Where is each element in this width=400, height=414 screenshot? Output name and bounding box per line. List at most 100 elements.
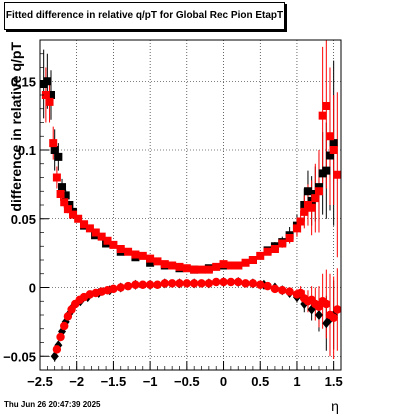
y-tick-label: 0 <box>29 281 36 296</box>
data-point-square <box>49 139 58 148</box>
data-point-square <box>329 139 338 148</box>
data-point-square <box>197 265 206 274</box>
data-point-circle <box>116 283 125 292</box>
y-tick-label: 0.1 <box>18 143 36 158</box>
y-tick-label: 0.05 <box>11 212 36 227</box>
data-point-square <box>103 236 112 245</box>
data-point-circle <box>182 279 192 288</box>
data-point-square <box>61 191 70 200</box>
data-point-square <box>131 250 140 259</box>
data-point-circle <box>160 279 170 288</box>
data-point-circle <box>248 279 258 288</box>
data-point-circle <box>241 279 250 288</box>
data-point-circle <box>153 280 162 289</box>
data-point-square <box>69 210 78 219</box>
data-point-circle <box>204 279 214 288</box>
data-point-square <box>322 166 331 175</box>
data-point-square <box>138 251 147 260</box>
data-point-circle <box>52 345 62 354</box>
data-point-circle <box>167 279 177 288</box>
data-point-square <box>303 187 312 196</box>
data-point-square <box>241 258 250 267</box>
x-tick-label: −1 <box>143 374 158 389</box>
x-axis-label: η <box>331 398 339 414</box>
data-point-square <box>292 224 301 233</box>
grid-lines <box>39 40 341 370</box>
x-tick-label: −1.5 <box>101 374 127 389</box>
data-point-square <box>322 102 331 110</box>
data-point-circle <box>145 280 155 289</box>
x-tick-label: 0 <box>220 374 227 389</box>
data-point-square <box>109 240 118 249</box>
data-point-circle <box>189 279 199 288</box>
data-point-circle <box>263 281 272 291</box>
x-tick-label: −2.5 <box>27 374 53 389</box>
data-point-square <box>56 190 65 198</box>
x-tick-label: −2 <box>69 374 84 389</box>
data-point-square <box>45 97 54 106</box>
data-point-square <box>160 260 169 269</box>
data-point-square <box>226 261 235 270</box>
data-point-square <box>256 251 265 260</box>
data-point-square <box>182 264 191 273</box>
data-point-square <box>212 262 221 271</box>
axes: −2.5 −2 −1.5 −1 −0.5 0 0.5 1 1.5 −0.05 0 0.05 0.1 0.1… <box>3 39 343 389</box>
data-point-square <box>153 257 162 266</box>
error-bars <box>43 40 338 362</box>
data-point-circle <box>256 280 265 289</box>
chart-title: Fitted difference in relative q/pT for G… <box>4 2 285 30</box>
data-point-circle <box>270 284 280 294</box>
data-point-circle <box>285 287 294 296</box>
data-point-square <box>54 152 63 161</box>
x-tick-label: 0.5 <box>251 374 269 389</box>
data-point-square <box>325 151 334 160</box>
data-point-square <box>190 265 199 274</box>
data-point-circle <box>109 284 118 294</box>
data-point-square <box>146 258 155 267</box>
data-point-circle <box>322 299 331 309</box>
data-point-square <box>65 201 74 209</box>
data-point-circle <box>278 286 287 295</box>
timestamp-label: Thu Jun 26 20:47:39 2025 <box>4 400 101 409</box>
data-point-square <box>204 265 213 274</box>
data-point-square <box>116 245 125 253</box>
data-point-circle <box>226 277 236 287</box>
data-point-square <box>219 260 228 269</box>
data-point-circle <box>333 305 342 314</box>
data-point-circle <box>329 313 338 322</box>
data-point-square <box>234 261 243 270</box>
data-point-circle <box>175 279 184 288</box>
plot-frame <box>39 39 342 371</box>
data-point-square <box>91 228 100 237</box>
y-tick-label: 0.15 <box>11 74 36 89</box>
data-point-square <box>146 254 155 263</box>
data-point-square <box>60 198 69 207</box>
data-point-square <box>58 183 67 192</box>
data-point-square <box>300 207 309 216</box>
data-point-circle <box>123 281 133 291</box>
data-point-square <box>307 203 316 212</box>
data-point-square <box>97 232 106 241</box>
data-point-diamond <box>50 351 59 362</box>
data-point-square <box>278 239 287 248</box>
data-point-square <box>63 205 72 214</box>
data-point-square <box>85 224 94 233</box>
data-markers <box>39 77 342 362</box>
data-point-circle <box>63 312 73 321</box>
y-tick-label: −0.05 <box>3 349 36 364</box>
data-point-circle <box>56 332 65 342</box>
data-point-square <box>52 173 61 182</box>
data-point-square <box>175 262 184 271</box>
data-point-square <box>124 247 133 256</box>
data-point-square <box>168 261 177 270</box>
data-point-square <box>47 91 56 99</box>
data-point-square <box>285 234 294 242</box>
data-point-square <box>74 214 83 223</box>
data-point-square <box>314 187 323 196</box>
data-point-square <box>296 217 305 226</box>
data-point-square <box>318 111 327 120</box>
data-point-square <box>50 146 59 154</box>
data-point-circle <box>138 280 147 289</box>
data-point-square <box>248 256 257 264</box>
